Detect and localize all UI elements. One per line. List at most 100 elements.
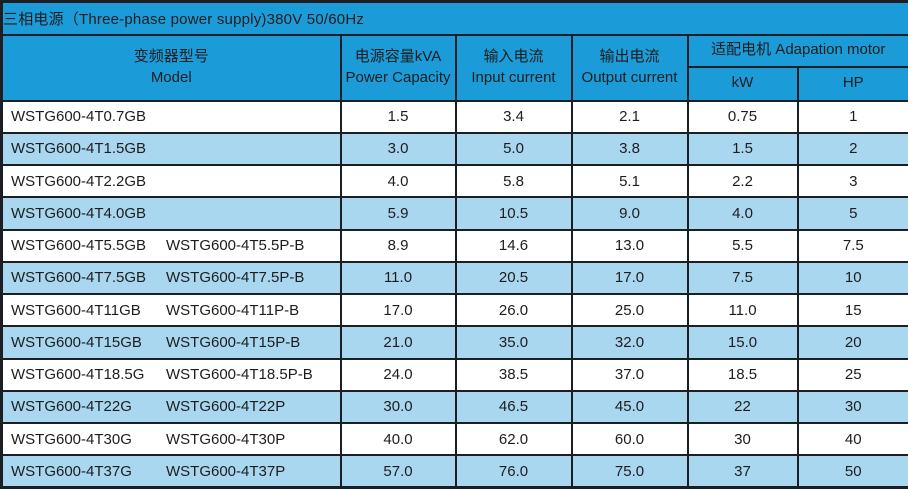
power-capacity-cell: 8.9 bbox=[339, 228, 457, 263]
table-row: WSTG600-4T22G WSTG600-4T22P 30.0 46.5 45… bbox=[0, 389, 908, 425]
power-capacity-cell: 24.0 bbox=[339, 357, 457, 392]
power-capacity-cell: 1.5 bbox=[339, 99, 457, 134]
table-title: 三相电源（Three-phase power supply)380V 50/60… bbox=[0, 0, 908, 36]
kw-cell: 4.0 bbox=[686, 196, 799, 231]
table-row: WSTG600-4T15GB WSTG600-4T15P-B 21.0 35.0… bbox=[0, 325, 908, 360]
kw-cell: 11.0 bbox=[686, 292, 799, 328]
kw-cell: 2.2 bbox=[686, 163, 799, 199]
power-capacity-cell: 4.0 bbox=[339, 163, 457, 199]
header-kw: kW bbox=[686, 65, 799, 102]
model-name-g: WSTG600-4T2.2GB bbox=[11, 172, 147, 190]
output-current-cell: 13.0 bbox=[570, 228, 689, 263]
model-cell: WSTG600-4T30G WSTG600-4T30P bbox=[0, 421, 342, 457]
model-name-p: WSTG600-4T11P-B bbox=[166, 301, 300, 319]
output-current-cell: 37.0 bbox=[570, 357, 689, 392]
output-current-cell: 60.0 bbox=[570, 421, 689, 457]
model-name-g: WSTG600-4T11GB bbox=[11, 301, 141, 319]
kw-cell: 1.5 bbox=[686, 131, 799, 167]
header-power-cn: 电源容量kVA bbox=[354, 48, 442, 66]
input-current-cell: 38.5 bbox=[454, 357, 573, 392]
hp-cell: 10 bbox=[796, 260, 908, 296]
header-output-current: 输出电流 Output current bbox=[570, 33, 689, 102]
input-current-cell: 5.8 bbox=[454, 163, 573, 199]
table-row: WSTG600-4T0.7GB 1.5 3.4 2.1 0.75 1 bbox=[0, 99, 908, 134]
hp-cell: 7.5 bbox=[796, 228, 908, 263]
model-name-g: WSTG600-4T30G bbox=[11, 430, 132, 448]
model-cell: WSTG600-4T0.7GB bbox=[0, 99, 342, 134]
model-name-p: WSTG600-4T15P-B bbox=[166, 333, 301, 351]
input-current-cell: 3.4 bbox=[454, 99, 573, 134]
hp-cell: 5 bbox=[796, 196, 908, 231]
power-capacity-cell: 57.0 bbox=[339, 454, 457, 489]
kw-cell: 0.75 bbox=[686, 99, 799, 134]
hp-cell: 2 bbox=[796, 131, 908, 167]
output-current-cell: 17.0 bbox=[570, 260, 689, 296]
model-cell: WSTG600-4T11GB WSTG600-4T11P-B bbox=[0, 292, 342, 328]
header-power-capacity: 电源容量kVA Power Capacity bbox=[339, 33, 457, 102]
model-name-p: WSTG600-4T18.5P-B bbox=[166, 366, 313, 384]
table-body: WSTG600-4T0.7GB 1.5 3.4 2.1 0.75 1 WSTG6… bbox=[0, 99, 908, 489]
model-cell: WSTG600-4T5.5GB WSTG600-4T5.5P-B bbox=[0, 228, 342, 263]
table-row: WSTG600-4T11GB WSTG600-4T11P-B 17.0 26.0… bbox=[0, 292, 908, 328]
output-current-cell: 5.1 bbox=[570, 163, 689, 199]
model-cell: WSTG600-4T4.0GB bbox=[0, 196, 342, 231]
power-capacity-cell: 40.0 bbox=[339, 421, 457, 457]
output-current-cell: 3.8 bbox=[570, 131, 689, 167]
output-current-cell: 9.0 bbox=[570, 196, 689, 231]
table-row: WSTG600-4T37G WSTG600-4T37P 57.0 76.0 75… bbox=[0, 454, 908, 489]
input-current-cell: 35.0 bbox=[454, 325, 573, 360]
input-current-cell: 26.0 bbox=[454, 292, 573, 328]
header-hp: HP bbox=[796, 65, 908, 102]
model-name-p: WSTG600-4T37P bbox=[166, 462, 286, 480]
hp-cell: 40 bbox=[796, 421, 908, 457]
table-row: WSTG600-4T1.5GB 3.0 5.0 3.8 1.5 2 bbox=[0, 131, 908, 167]
kw-cell: 15.0 bbox=[686, 325, 799, 360]
table-row: WSTG600-4T2.2GB 4.0 5.8 5.1 2.2 3 bbox=[0, 163, 908, 199]
model-cell: WSTG600-4T1.5GB bbox=[0, 131, 342, 167]
model-name-g: WSTG600-4T22G bbox=[11, 398, 132, 416]
power-capacity-cell: 3.0 bbox=[339, 131, 457, 167]
input-current-cell: 14.6 bbox=[454, 228, 573, 263]
table-row: WSTG600-4T18.5G WSTG600-4T18.5P-B 24.0 3… bbox=[0, 357, 908, 392]
power-capacity-cell: 30.0 bbox=[339, 389, 457, 425]
header-input-current: 输入电流 Input current bbox=[454, 33, 573, 102]
model-name-g: WSTG600-4T18.5G bbox=[11, 366, 145, 384]
model-name-g: WSTG600-4T7.5GB bbox=[11, 269, 147, 287]
power-capacity-cell: 17.0 bbox=[339, 292, 457, 328]
header-adaptation-motor: 适配电机 Adapation motor bbox=[686, 33, 908, 68]
power-capacity-cell: 21.0 bbox=[339, 325, 457, 360]
header-power-en: Power Capacity bbox=[345, 68, 451, 86]
output-current-cell: 2.1 bbox=[570, 99, 689, 134]
model-name-g: WSTG600-4T0.7GB bbox=[11, 108, 147, 126]
input-current-cell: 10.5 bbox=[454, 196, 573, 231]
header-input-cn: 输入电流 bbox=[483, 48, 544, 66]
input-current-cell: 20.5 bbox=[454, 260, 573, 296]
title-row: 三相电源（Three-phase power supply)380V 50/60… bbox=[0, 0, 908, 36]
input-current-cell: 5.0 bbox=[454, 131, 573, 167]
kw-cell: 7.5 bbox=[686, 260, 799, 296]
header-output-cn: 输出电流 bbox=[599, 48, 660, 66]
power-capacity-cell: 11.0 bbox=[339, 260, 457, 296]
power-capacity-cell: 5.9 bbox=[339, 196, 457, 231]
output-current-cell: 45.0 bbox=[570, 389, 689, 425]
output-current-cell: 75.0 bbox=[570, 454, 689, 489]
model-cell: WSTG600-4T2.2GB bbox=[0, 163, 342, 199]
kw-cell: 37 bbox=[686, 454, 799, 489]
model-cell: WSTG600-4T18.5G WSTG600-4T18.5P-B bbox=[0, 357, 342, 392]
model-name-g: WSTG600-4T5.5GB bbox=[11, 237, 147, 255]
hp-cell: 15 bbox=[796, 292, 908, 328]
hp-cell: 30 bbox=[796, 389, 908, 425]
model-name-p: WSTG600-4T22P bbox=[166, 398, 286, 416]
table-row: WSTG600-4T4.0GB 5.9 10.5 9.0 4.0 5 bbox=[0, 196, 908, 231]
header-model: 变频器型号 Model bbox=[0, 33, 342, 102]
hp-cell: 3 bbox=[796, 163, 908, 199]
model-name-g: WSTG600-4T4.0GB bbox=[11, 204, 147, 222]
kw-cell: 22 bbox=[686, 389, 799, 425]
model-cell: WSTG600-4T22G WSTG600-4T22P bbox=[0, 389, 342, 425]
model-name-p: WSTG600-4T30P bbox=[166, 430, 286, 448]
kw-cell: 5.5 bbox=[686, 228, 799, 263]
model-name-g: WSTG600-4T37G bbox=[11, 462, 132, 480]
header-model-en: Model bbox=[150, 68, 192, 86]
